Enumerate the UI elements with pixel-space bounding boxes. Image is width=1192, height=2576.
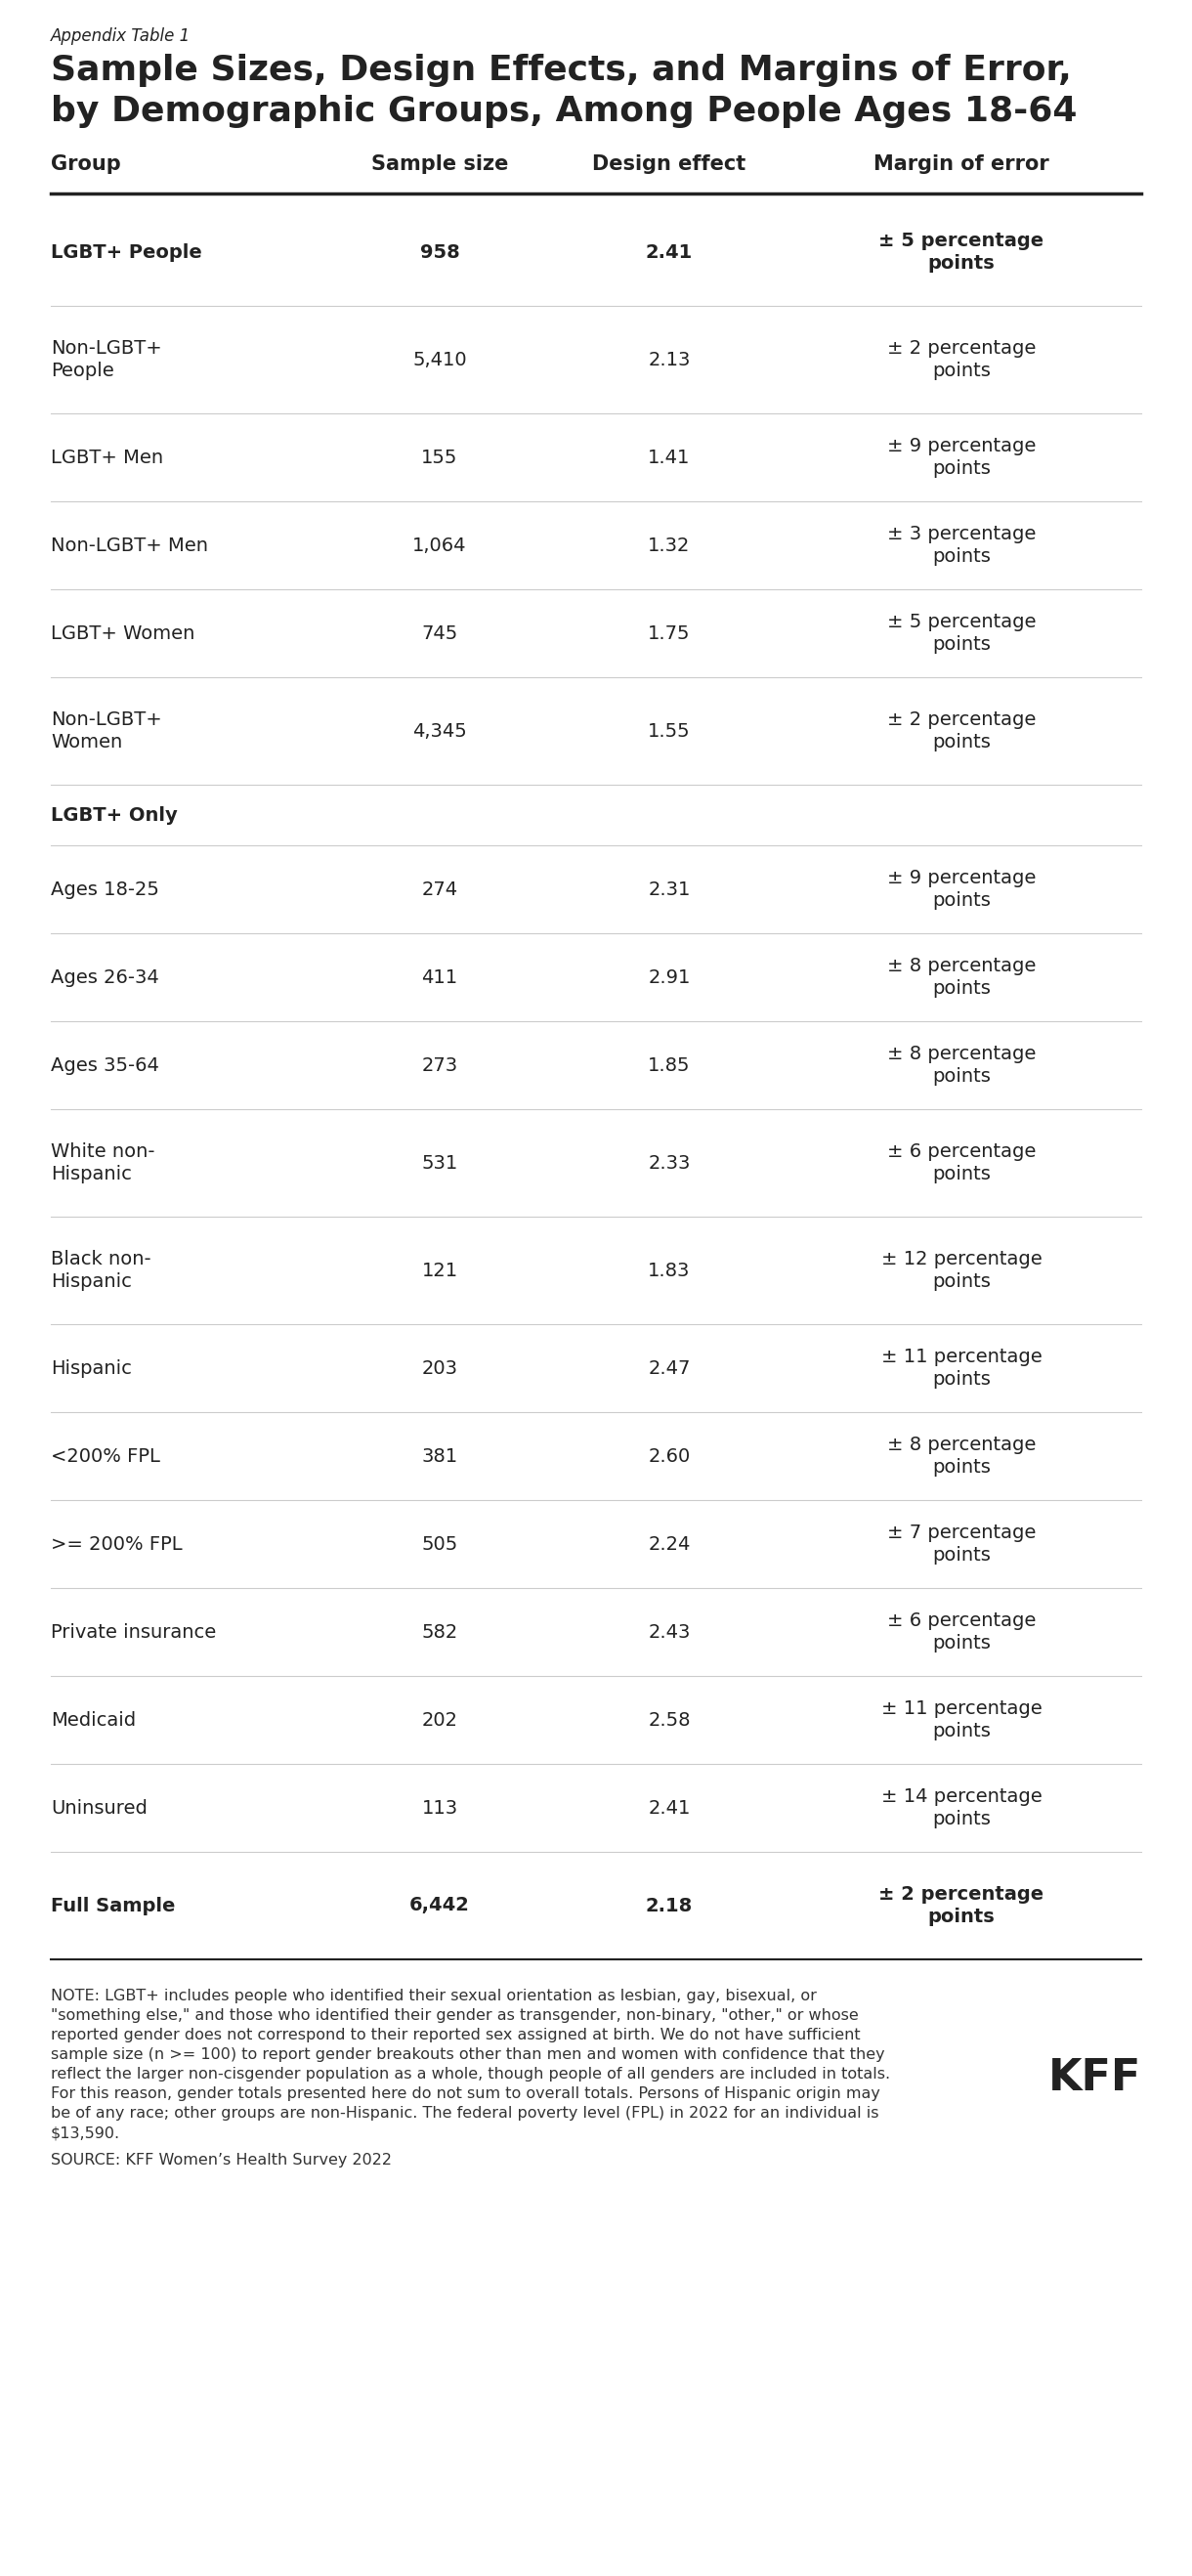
Text: ± 9 percentage
points: ± 9 percentage points (887, 435, 1036, 479)
Text: Design effect: Design effect (592, 155, 746, 175)
Text: be of any race; other groups are non-Hispanic. The federal poverty level (FPL) i: be of any race; other groups are non-His… (51, 2107, 879, 2120)
Text: ± 8 percentage
points: ± 8 percentage points (887, 956, 1036, 997)
Text: Ages 18-25: Ages 18-25 (51, 881, 160, 899)
Text: sample size (n >= 100) to report gender breakouts other than men and women with : sample size (n >= 100) to report gender … (51, 2048, 884, 2061)
Text: reported gender does not correspond to their reported sex assigned at birth. We : reported gender does not correspond to t… (51, 2027, 861, 2043)
Text: 2.33: 2.33 (648, 1154, 690, 1172)
Text: Black non-
Hispanic: Black non- Hispanic (51, 1249, 151, 1291)
Text: 274: 274 (422, 881, 458, 899)
Text: 2.43: 2.43 (648, 1623, 690, 1641)
Text: NOTE: LGBT+ includes people who identified their sexual orientation as lesbian, : NOTE: LGBT+ includes people who identifi… (51, 1989, 817, 2004)
Text: "something else," and those who identified their gender as transgender, non-bina: "something else," and those who identifi… (51, 2009, 858, 2022)
Text: 6,442: 6,442 (409, 1896, 470, 1914)
Text: 155: 155 (422, 448, 458, 466)
Text: Uninsured: Uninsured (51, 1798, 148, 1816)
Text: 1.41: 1.41 (648, 448, 690, 466)
Text: 1.85: 1.85 (648, 1056, 690, 1074)
Text: Private insurance: Private insurance (51, 1623, 216, 1641)
Text: 4,345: 4,345 (412, 721, 467, 739)
Text: ± 5 percentage
points: ± 5 percentage points (879, 232, 1044, 273)
Text: LGBT+ People: LGBT+ People (51, 242, 201, 260)
Text: LGBT+ Women: LGBT+ Women (51, 623, 194, 641)
Text: Non-LGBT+
People: Non-LGBT+ People (51, 340, 162, 381)
Text: ± 11 percentage
points: ± 11 percentage points (881, 1700, 1042, 1741)
Text: SOURCE: KFF Women’s Health Survey 2022: SOURCE: KFF Women’s Health Survey 2022 (51, 2154, 392, 2166)
Text: 2.13: 2.13 (648, 350, 690, 368)
Text: Margin of error: Margin of error (874, 155, 1049, 175)
Text: ± 2 percentage
points: ± 2 percentage points (887, 711, 1036, 752)
Text: Non-LGBT+
Women: Non-LGBT+ Women (51, 711, 162, 752)
Text: 2.47: 2.47 (648, 1360, 690, 1378)
Text: Ages 35-64: Ages 35-64 (51, 1056, 160, 1074)
Text: 2.18: 2.18 (646, 1896, 693, 1914)
Text: 273: 273 (422, 1056, 458, 1074)
Text: ± 11 percentage
points: ± 11 percentage points (881, 1347, 1042, 1388)
Text: 121: 121 (422, 1262, 458, 1280)
Text: reflect the larger non-cisgender population as a whole, though people of all gen: reflect the larger non-cisgender populat… (51, 2066, 890, 2081)
Text: 1.32: 1.32 (648, 536, 690, 554)
Text: ± 5 percentage
points: ± 5 percentage points (887, 613, 1036, 654)
Text: 531: 531 (422, 1154, 458, 1172)
Text: ± 7 percentage
points: ± 7 percentage points (887, 1522, 1036, 1564)
Text: ± 3 percentage
points: ± 3 percentage points (887, 526, 1036, 567)
Text: 2.91: 2.91 (648, 969, 690, 987)
Text: LGBT+ Only: LGBT+ Only (51, 806, 178, 824)
Text: Sample Sizes, Design Effects, and Margins of Error,: Sample Sizes, Design Effects, and Margin… (51, 54, 1072, 88)
Text: 2.24: 2.24 (648, 1535, 690, 1553)
Text: Non-LGBT+ Men: Non-LGBT+ Men (51, 536, 209, 554)
Text: 2.60: 2.60 (648, 1448, 690, 1466)
Text: Appendix Table 1: Appendix Table 1 (51, 28, 191, 44)
Text: 2.41: 2.41 (648, 1798, 690, 1816)
Text: ± 8 percentage
points: ± 8 percentage points (887, 1435, 1036, 1476)
Text: 202: 202 (422, 1710, 458, 1728)
Text: 1.55: 1.55 (648, 721, 690, 739)
Text: <200% FPL: <200% FPL (51, 1448, 160, 1466)
Text: ± 14 percentage
points: ± 14 percentage points (881, 1788, 1042, 1829)
Text: ± 6 percentage
points: ± 6 percentage points (887, 1141, 1036, 1185)
Text: Hispanic: Hispanic (51, 1360, 132, 1378)
Text: 411: 411 (422, 969, 458, 987)
Text: ± 2 percentage
points: ± 2 percentage points (887, 340, 1036, 381)
Text: 1,064: 1,064 (412, 536, 467, 554)
Text: ± 6 percentage
points: ± 6 percentage points (887, 1610, 1036, 1654)
Text: 2.31: 2.31 (648, 881, 690, 899)
Text: Ages 26-34: Ages 26-34 (51, 969, 159, 987)
Text: LGBT+ Men: LGBT+ Men (51, 448, 163, 466)
Text: 1.75: 1.75 (648, 623, 690, 641)
Text: Group: Group (51, 155, 120, 175)
Text: 2.41: 2.41 (646, 242, 693, 260)
Text: Sample size: Sample size (371, 155, 508, 175)
Text: by Demographic Groups, Among People Ages 18-64: by Demographic Groups, Among People Ages… (51, 95, 1078, 129)
Text: 2.58: 2.58 (648, 1710, 690, 1728)
Text: 505: 505 (422, 1535, 458, 1553)
Text: 203: 203 (422, 1360, 458, 1378)
Text: White non-
Hispanic: White non- Hispanic (51, 1141, 155, 1185)
Text: 958: 958 (420, 242, 460, 260)
Text: ± 2 percentage
points: ± 2 percentage points (879, 1886, 1044, 1927)
Text: >= 200% FPL: >= 200% FPL (51, 1535, 182, 1553)
Text: 113: 113 (422, 1798, 458, 1816)
Text: Medicaid: Medicaid (51, 1710, 136, 1728)
Text: ± 12 percentage
points: ± 12 percentage points (881, 1249, 1042, 1291)
Text: Full Sample: Full Sample (51, 1896, 175, 1914)
Text: KFF: KFF (1048, 2058, 1141, 2099)
Text: $13,590.: $13,590. (51, 2125, 120, 2141)
Text: 745: 745 (422, 623, 458, 641)
Text: 5,410: 5,410 (412, 350, 467, 368)
Text: 1.83: 1.83 (648, 1262, 690, 1280)
Text: 582: 582 (422, 1623, 458, 1641)
Text: For this reason, gender totals presented here do not sum to overall totals. Pers: For this reason, gender totals presented… (51, 2087, 880, 2102)
Text: 381: 381 (422, 1448, 458, 1466)
Text: ± 9 percentage
points: ± 9 percentage points (887, 868, 1036, 909)
Text: ± 8 percentage
points: ± 8 percentage points (887, 1043, 1036, 1087)
